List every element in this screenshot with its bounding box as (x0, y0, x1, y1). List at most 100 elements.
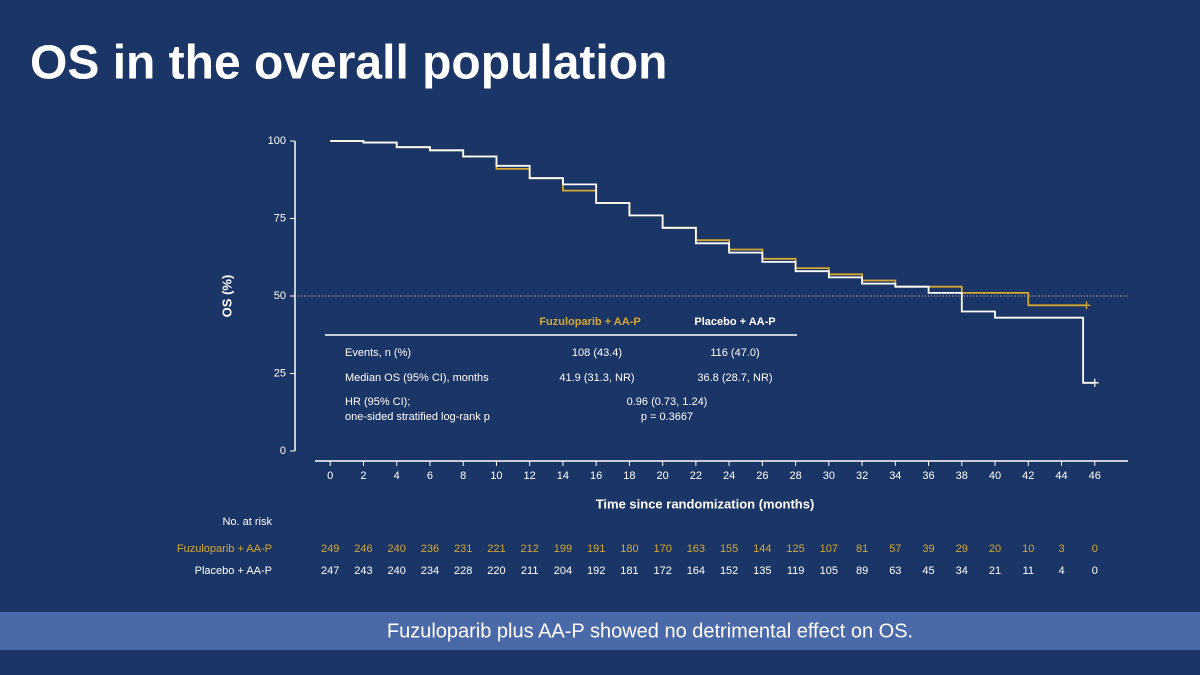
at-risk-series: Fuzuloparib + AA-P (177, 543, 272, 555)
table-row-label: Events, n (%) (345, 347, 411, 359)
banner (0, 612, 1200, 650)
y-tick-label: 100 (268, 135, 286, 147)
at-risk-count: 234 (421, 565, 439, 577)
at-risk-count: 249 (321, 543, 339, 555)
x-tick-label: 32 (856, 470, 868, 482)
at-risk-count: 125 (786, 543, 804, 555)
table-cell: 36.8 (28.7, NR) (697, 372, 772, 384)
x-tick-label: 4 (394, 470, 400, 482)
table-row-label: Median OS (95% CI), months (345, 372, 489, 384)
at-risk-count: 0 (1092, 565, 1098, 577)
at-risk-count: 21 (989, 565, 1001, 577)
survival-curve (330, 140, 1095, 384)
at-risk-count: 20 (989, 543, 1001, 555)
y-tick-label: 0 (280, 445, 286, 457)
at-risk-count: 107 (820, 543, 838, 555)
at-risk-count: 39 (922, 543, 934, 555)
x-tick-label: 28 (789, 470, 801, 482)
x-tick-label: 42 (1022, 470, 1034, 482)
at-risk-count: 34 (956, 565, 968, 577)
censor-mark (1082, 301, 1091, 310)
at-risk-count: 105 (820, 565, 838, 577)
y-tick-label: 25 (274, 367, 286, 379)
table-header: Fuzuloparib + AA-P (539, 316, 640, 328)
x-tick-label: 8 (460, 470, 466, 482)
x-tick-label: 36 (922, 470, 934, 482)
at-risk-count: 240 (388, 543, 406, 555)
x-axis-label: Time since randomization (months) (596, 496, 815, 511)
at-risk-count: 135 (753, 565, 771, 577)
at-risk-label: No. at risk (222, 516, 272, 528)
x-tick-label: 46 (1089, 470, 1101, 482)
x-tick-label: 2 (360, 470, 366, 482)
at-risk-count: 247 (321, 565, 339, 577)
at-risk-count: 212 (521, 543, 539, 555)
table-cell: 108 (43.4) (572, 347, 622, 359)
at-risk-count: 11 (1023, 565, 1034, 577)
table-cell: 116 (47.0) (710, 347, 759, 359)
at-risk-count: 155 (720, 543, 738, 555)
at-risk-count: 172 (653, 565, 671, 577)
x-tick-label: 18 (623, 470, 635, 482)
at-risk-count: 170 (653, 543, 671, 555)
at-risk-count: 243 (354, 565, 372, 577)
at-risk-count: 89 (856, 565, 868, 577)
table-cell: 0.96 (0.73, 1.24) (627, 396, 708, 408)
x-tick-label: 20 (657, 470, 669, 482)
at-risk-count: 144 (753, 543, 771, 555)
at-risk-count: 57 (889, 543, 901, 555)
at-risk-count: 191 (587, 543, 605, 555)
at-risk-count: 119 (787, 565, 805, 577)
at-risk-count: 0 (1092, 543, 1098, 555)
y-tick-label: 75 (274, 212, 286, 224)
x-tick-label: 30 (823, 470, 835, 482)
at-risk-count: 163 (687, 543, 705, 555)
censor-mark (1090, 378, 1099, 387)
at-risk-count: 3 (1058, 543, 1064, 555)
at-risk-count: 63 (889, 565, 901, 577)
at-risk-count: 220 (487, 565, 505, 577)
at-risk-count: 10 (1022, 543, 1034, 555)
table-cell: 41.9 (31.3, NR) (559, 372, 634, 384)
x-tick-label: 40 (989, 470, 1001, 482)
x-tick-label: 6 (427, 470, 433, 482)
at-risk-count: 192 (587, 565, 605, 577)
x-tick-label: 0 (327, 470, 333, 482)
x-tick-label: 12 (524, 470, 536, 482)
y-axis-label: OS (%) (219, 275, 234, 318)
at-risk-count: 4 (1058, 565, 1064, 577)
x-tick-label: 14 (557, 470, 569, 482)
at-risk-count: 152 (720, 565, 738, 577)
at-risk-count: 180 (620, 543, 638, 555)
banner-text: Fuzuloparib plus AA-P showed no detrimen… (387, 620, 913, 642)
at-risk-count: 231 (454, 543, 472, 555)
at-risk-count: 236 (421, 543, 439, 555)
at-risk-count: 240 (388, 565, 406, 577)
at-risk-count: 29 (956, 543, 968, 555)
at-risk-series: Placebo + AA-P (195, 565, 272, 577)
y-tick-label: 50 (274, 290, 286, 302)
x-tick-label: 34 (889, 470, 901, 482)
x-tick-label: 44 (1055, 470, 1067, 482)
at-risk-count: 204 (554, 565, 572, 577)
at-risk-count: 221 (487, 543, 505, 555)
x-tick-label: 16 (590, 470, 602, 482)
table-header: Placebo + AA-P (694, 316, 775, 328)
at-risk-count: 45 (922, 565, 934, 577)
at-risk-count: 164 (687, 565, 705, 577)
at-risk-count: 181 (620, 565, 638, 577)
x-tick-label: 38 (956, 470, 968, 482)
at-risk-count: 228 (454, 565, 472, 577)
x-tick-label: 10 (490, 470, 502, 482)
at-risk-count: 246 (354, 543, 372, 555)
at-risk-count: 211 (521, 565, 539, 577)
table-row-label: HR (95% CI); (345, 396, 410, 408)
table-row-label: one-sided stratified log-rank p (345, 411, 490, 423)
table-cell: p = 0.3667 (641, 411, 693, 423)
x-tick-label: 24 (723, 470, 735, 482)
slide-title: OS in the overall population (30, 37, 667, 90)
x-tick-label: 26 (756, 470, 768, 482)
